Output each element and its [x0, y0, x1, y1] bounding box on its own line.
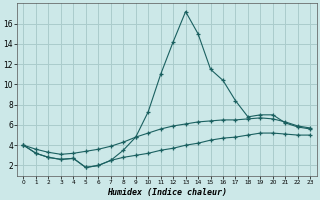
X-axis label: Humidex (Indice chaleur): Humidex (Indice chaleur)	[107, 188, 227, 197]
